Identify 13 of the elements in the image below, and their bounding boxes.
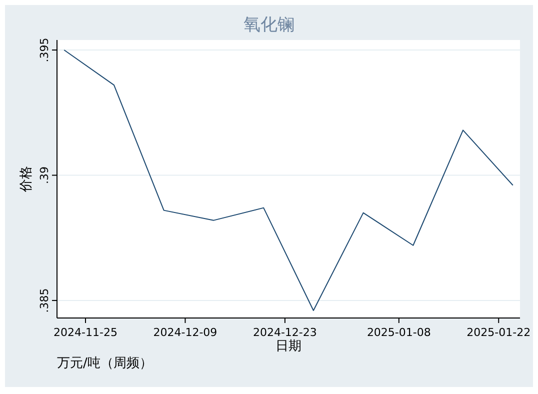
- y-tick-label: .385: [38, 288, 51, 313]
- y-axis-title: 价格: [19, 166, 34, 193]
- x-tick-label: 2024-12-09: [153, 326, 218, 339]
- text: 万元/吨（周频）: [57, 356, 152, 371]
- x-tick-label: 2025-01-08: [366, 326, 431, 339]
- y-tick-label: .395: [38, 38, 51, 62]
- line-series: [64, 50, 514, 311]
- x-axis-title: 日期: [276, 339, 302, 354]
- y-tick-label: .39: [38, 166, 51, 184]
- x-tick-label: 2024-12-23: [252, 326, 317, 339]
- x-tick-label: 2024-11-25: [54, 326, 118, 339]
- chart-title: 氧化镧: [244, 15, 294, 35]
- x-tick-label: 2025-01-22: [466, 326, 531, 339]
